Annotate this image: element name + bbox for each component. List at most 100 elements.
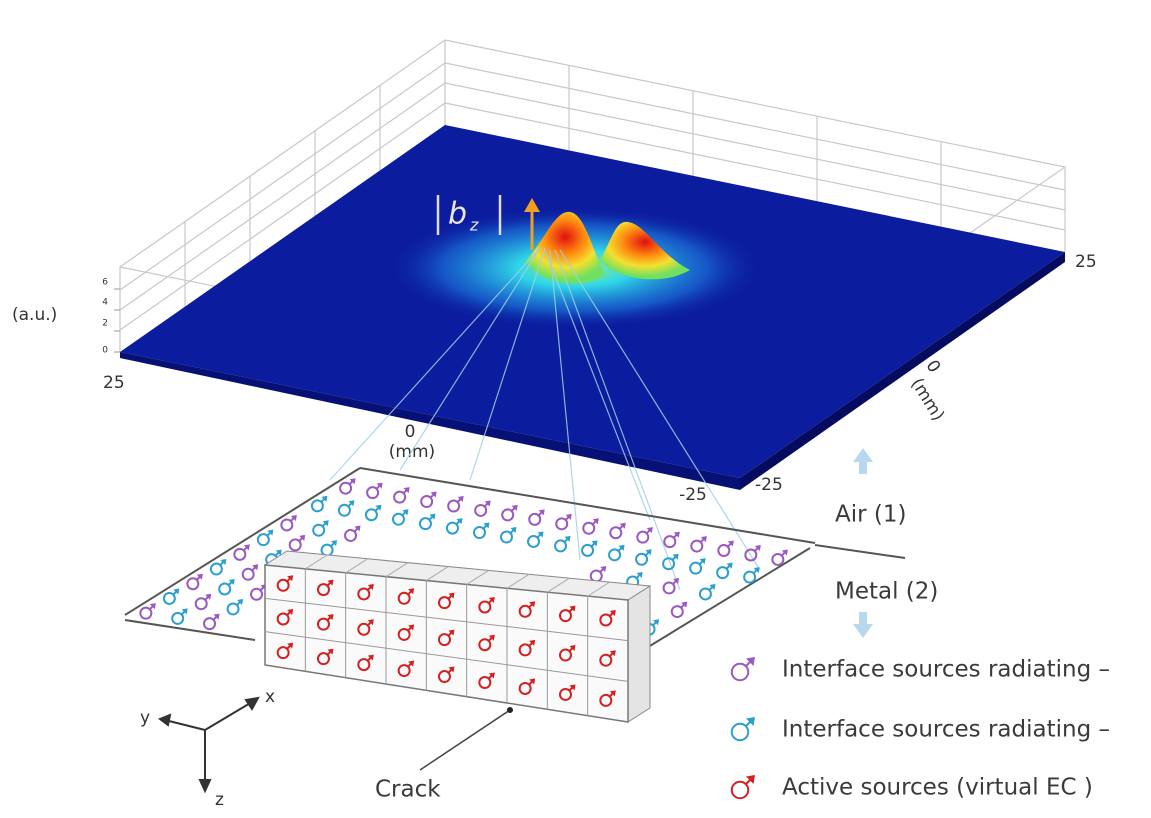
source-ring [281,519,292,530]
source-icon [140,603,156,619]
source-icon [219,579,235,595]
source-icon [312,496,328,512]
source-ring [258,534,269,545]
source-icon [204,614,220,630]
source-ring [502,509,513,520]
source-icon [251,584,267,600]
source-ring [583,523,594,534]
source-icon [394,487,410,503]
source-icon [345,525,361,541]
source-ring [610,527,621,538]
magnitude-subscript: z [469,216,479,235]
source-icon [258,530,274,546]
tick-marks [114,289,120,352]
source-icon [421,492,437,508]
source-ring [690,563,701,574]
source-ring [591,570,602,581]
source-ring [772,554,783,565]
source-ring [367,487,378,498]
source-ring [672,606,683,617]
source-ring [732,782,749,799]
source-ring [366,509,377,520]
source-ring [529,514,540,525]
source-icon [636,549,652,565]
source-ring [340,483,351,494]
source-ring [164,593,175,604]
source-ring [421,496,432,507]
source-icon [583,518,599,534]
source-ring [447,523,458,534]
source-icon [732,717,755,740]
metal-label: Metal (2) [835,579,938,605]
legend-label: Interface sources radiating – [782,657,1110,683]
source-icon [690,558,706,574]
source-ring [556,518,567,529]
source-icon [700,584,716,600]
source-ring [211,564,222,575]
source-ring [700,588,711,599]
source-ring [664,582,675,593]
source-icon [447,518,463,534]
source-icon [290,535,306,551]
coordinate-triad [160,698,258,791]
source-ring [204,618,215,629]
source-ring [251,589,262,600]
crack-label: Crack [375,777,441,803]
legend-label: Active sources (virtual EC ) [782,775,1093,801]
source-icon [340,478,356,494]
source-icon [609,545,625,561]
source-ring [313,525,324,536]
source-icon [556,514,572,530]
source-ring [196,598,207,609]
source-ring [637,532,648,543]
source-icon [187,574,203,590]
source-icon [366,505,382,521]
source-icon [529,509,545,525]
source-ring [243,569,254,580]
source-ring [744,572,755,583]
x-tick: -25 [679,485,707,505]
source-ring [691,541,702,552]
source-ring [717,567,728,578]
source-icon [591,566,607,582]
source-ring [219,584,230,595]
figure: 6 4 2 0 (a.u.) 25 0 (mm) -25 25 0 (mm) -… [0,0,1151,818]
source-ring [187,578,198,589]
crack-pointer [420,710,510,770]
source-icon [663,554,679,570]
source-icon [732,657,755,680]
source-icon [313,520,329,536]
source-ring [732,664,749,681]
source-ring [339,505,350,516]
source-ring [582,545,593,556]
source-icon [211,559,227,575]
source-icon [164,588,180,604]
source-ring [448,501,459,512]
surface [120,125,1065,490]
source-icon [281,515,297,531]
z-unit: (a.u.) [12,305,57,325]
source-icon [582,540,598,556]
source-icon [448,496,464,512]
air-label: Air (1) [835,502,906,528]
source-ring [140,608,151,619]
source-icon [196,594,212,610]
axis-z: z [215,790,224,810]
source-icon [528,531,544,547]
legend-label: Interface sources radiating – [782,717,1110,743]
z-tick: 6 [102,278,108,288]
y-tick: -25 [755,475,783,495]
z-tick: 2 [102,319,108,329]
source-ring [475,505,486,516]
source-icon [322,540,338,556]
source-icon [691,536,707,552]
source-icon [664,578,680,594]
axis-y: y [140,708,150,728]
source-ring [172,613,183,624]
source-ring [393,514,404,525]
source-icon [243,564,259,580]
source-icon [234,544,250,560]
y-unit: (mm) [907,375,949,425]
source-icon [717,563,733,579]
source-icon [718,541,734,557]
